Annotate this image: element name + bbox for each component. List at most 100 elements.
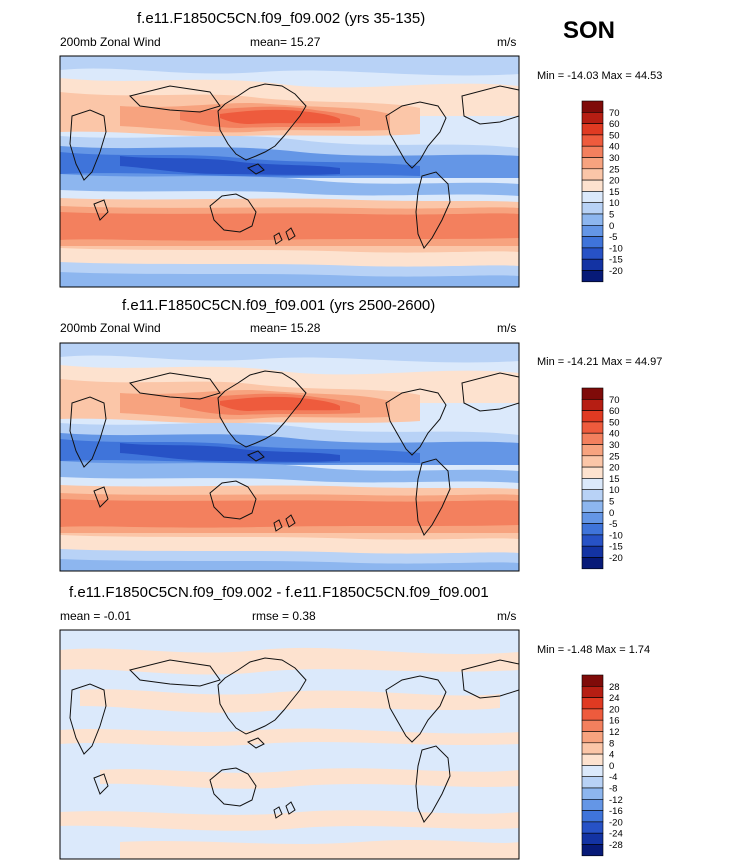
panel2-colorbar-label: -10 (609, 530, 623, 541)
panel1-colorbar-label: 30 (609, 153, 620, 164)
panel3-colorbar-box (581, 719, 604, 732)
panel3-title: f.e11.F1850C5CN.f09_f09.002 - f.e11.F185… (69, 584, 489, 601)
panel2-colorbar-label: 0 (609, 508, 614, 519)
panel1-colorbar-box (581, 270, 604, 283)
panel3-colorbar-box (581, 787, 604, 800)
panel3-rmse: rmse = 0.38 (252, 609, 316, 623)
season-label: SON (563, 17, 616, 44)
panel1-colorbar-label: 70 (609, 108, 620, 119)
panel2-colorbar-box (581, 511, 604, 524)
panel1-colorbar-label: -10 (609, 243, 623, 254)
panel1-colorbar-box (581, 134, 604, 147)
panel1-colorbar-label: 60 (609, 119, 620, 130)
panel1-colorbar-label: -20 (609, 266, 623, 277)
panel2-colorbar-box (581, 557, 604, 570)
panel3-colorbar-box (581, 810, 604, 823)
panel1-colorbar-box (581, 123, 604, 136)
panel3-colorbar-label: 28 (609, 682, 620, 693)
panel2-colorbar-label: 25 (609, 451, 620, 462)
panel2-colorbar-label: 30 (609, 440, 620, 451)
panel3-colorbar-label: -4 (609, 772, 617, 783)
panel2-colorbar-label: 15 (609, 474, 620, 485)
panel2-minmax: Min = -14.21 Max = 44.97 (537, 356, 663, 368)
panel2-frame (59, 342, 520, 572)
panel2-colorbar-label: 70 (609, 395, 620, 406)
panel3-colorbar-box (581, 765, 604, 778)
panel3-colorbar-label: 0 (609, 761, 614, 772)
panel3-mean: mean = -0.01 (60, 609, 132, 623)
panel2-colorbar-box (581, 410, 604, 423)
panel2-colorbar-label: 60 (609, 406, 620, 417)
panel3-minmax: Min = -1.48 Max = 1.74 (537, 644, 651, 656)
panel1-colorbar-label: -5 (609, 232, 617, 243)
panel1-colorbar-box (581, 145, 604, 158)
panel1-map (60, 56, 519, 287)
panel1-colorbar-box (581, 225, 604, 237)
panel3-colorbar-box (581, 708, 604, 721)
panel1-colorbar-box (581, 168, 604, 181)
panel1-frame (59, 55, 520, 288)
panel1-colorbar-label: 15 (609, 187, 620, 198)
panel3-colorbar-box (581, 844, 604, 857)
panel1-colorbar-box (581, 202, 604, 215)
panel1-colorbar-label: 25 (609, 164, 620, 175)
panel3-colorbar-box (581, 731, 604, 744)
panel3-colorbar-label: 16 (609, 716, 620, 727)
panel1-colorbar-box (581, 179, 604, 192)
panel1-colorbar-label: 20 (609, 176, 620, 187)
panel3-colorbar-label: -8 (609, 784, 617, 795)
panel2-mean: mean= 15.28 (250, 321, 321, 335)
panel3-colorbar-label: -16 (609, 806, 623, 817)
panel3-colorbar-box (581, 685, 604, 698)
panel2-title: f.e11.F1850C5CN.f09_f09.001 (yrs 2500-26… (122, 297, 436, 314)
panel1-colorbar-label: 50 (609, 130, 620, 141)
panel2-colorbar-box (581, 523, 604, 536)
panel3-colorbar-box (581, 798, 604, 811)
panel1-colorbar-label: -15 (609, 255, 623, 266)
panel3-frame (59, 629, 520, 860)
panel2-colorbar-label: -15 (609, 542, 623, 553)
panel3-colorbar-label: 4 (609, 750, 614, 761)
panel3-colorbar-label: 8 (609, 738, 614, 749)
panel3-colorbar-box (581, 674, 604, 687)
panel2-colorbar-box (581, 398, 604, 411)
panel3-colorbar-label: 24 (609, 693, 620, 704)
panel1-colorbar-label: 0 (609, 221, 614, 232)
panel2-colorbar-box (581, 387, 604, 400)
panel1-minmax: Min = -14.03 Max = 44.53 (537, 70, 663, 82)
panel2-colorbar-box (581, 545, 604, 558)
panel1-mean: mean= 15.27 (250, 35, 321, 49)
panel2-colorbar-box (581, 466, 604, 479)
panel2-colorbar-box (581, 444, 604, 457)
panel2-colorbar-box (581, 478, 604, 490)
panel1-colorbar-box (581, 100, 604, 113)
panel3-colorbar-label: -12 (609, 795, 623, 806)
panel2-colorbar-box (581, 455, 604, 468)
panel2-colorbar-box (581, 432, 604, 445)
panel1-colorbar-box (581, 157, 604, 170)
panel1-colorbar-label: 40 (609, 142, 620, 153)
panel1-colorbar-box (581, 236, 604, 249)
panel3-colorbar-box (581, 832, 604, 845)
panel2-colorbar-box (581, 534, 604, 547)
panel1-units: m/s (497, 35, 517, 49)
panel3-colorbar-box (581, 697, 604, 710)
panel2-left-label: 200mb Zonal Wind (60, 321, 161, 335)
panel2-colorbar-label: -5 (609, 519, 617, 530)
panel1-colorbar-box (581, 258, 604, 271)
panel1-colorbar-box (581, 213, 604, 226)
panel3-colorbar-label: -24 (609, 829, 623, 840)
panel3-colorbar-box (581, 753, 604, 766)
panel2-colorbar-label: 20 (609, 463, 620, 474)
panel1-title: f.e11.F1850C5CN.f09_f09.002 (yrs 35-135) (137, 10, 426, 27)
panel2-colorbar-box (581, 500, 604, 513)
panel1-colorbar-box (581, 112, 604, 124)
panel2-map (60, 343, 519, 571)
panel1-colorbar-label: 10 (609, 198, 620, 209)
panel3-colorbar-label: 12 (609, 727, 620, 738)
panel1-left-label: 200mb Zonal Wind (60, 35, 161, 49)
panel3-colorbar-box (581, 776, 604, 789)
panel3-colorbar-box (581, 742, 604, 755)
panel1-colorbar-box (581, 247, 604, 260)
panel3-colorbar-label: -20 (609, 817, 623, 828)
